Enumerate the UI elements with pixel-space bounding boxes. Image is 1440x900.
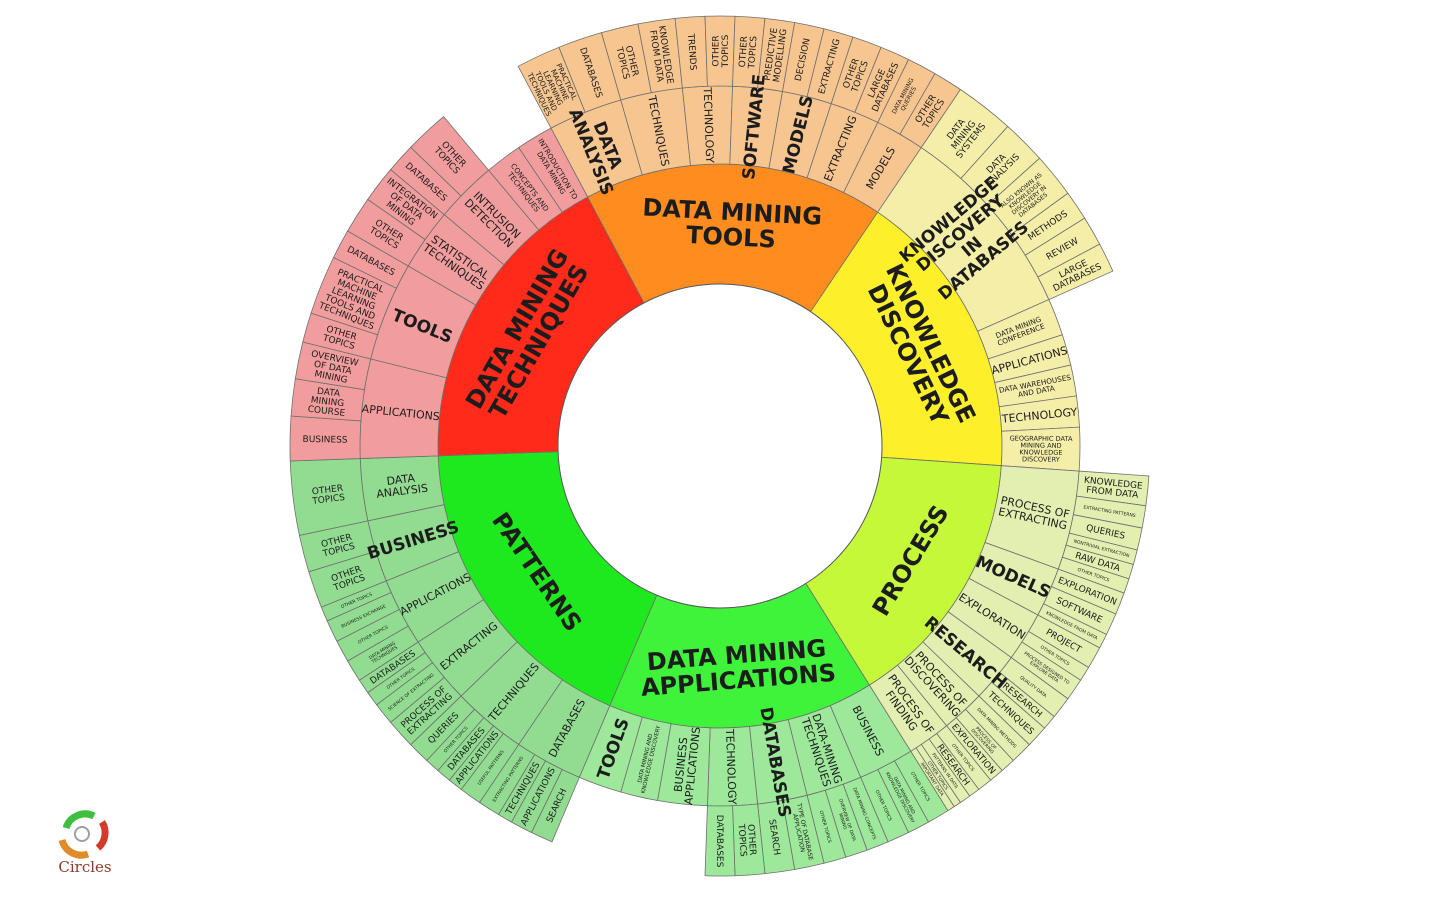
subtopic-label-trends: TRENDS <box>685 32 698 71</box>
topic-wedge-introduction-to-data-mining <box>518 127 589 213</box>
logo-text: Circles <box>58 858 112 876</box>
topic-label-technology: TECHNOLOGY <box>723 728 739 805</box>
sunburst-wedges <box>289 15 1150 877</box>
center-hole <box>557 283 883 609</box>
topic-label-geographic-data-mining-and-knowledge-discovery: GEOGRAPHIC DATA MINING AND KNOWLEDGE DISCOV… <box>1009 434 1073 463</box>
subtopic-label-practical-machine-learning-tools-and-techniques: PRACTICALMACHINELEARNINGTOOLS ANDTECHNIQ… <box>316 266 390 333</box>
subtopic-label-databases: DATABASES <box>714 815 724 868</box>
subtopic-label-other-topics: OTHERTOPICS <box>310 484 346 507</box>
subtopic-label-other-topics: OTHERTOPICS <box>738 35 760 70</box>
subtopic-label-other-topics: OTHERTOPICS <box>735 822 757 857</box>
circles-logo-icon <box>44 804 124 886</box>
subtopic-label-other-topics: OTHERTOPICS <box>711 34 730 68</box>
subtopic-label-data-mining-course: DATAMININGCOURSE <box>307 386 348 419</box>
topic-label-data-analysis: DATAANALYSIS <box>374 470 428 501</box>
subtopic-label-business: BUSINESS <box>302 435 347 446</box>
topic-label-technology: TECHNOLOGY <box>701 86 717 163</box>
